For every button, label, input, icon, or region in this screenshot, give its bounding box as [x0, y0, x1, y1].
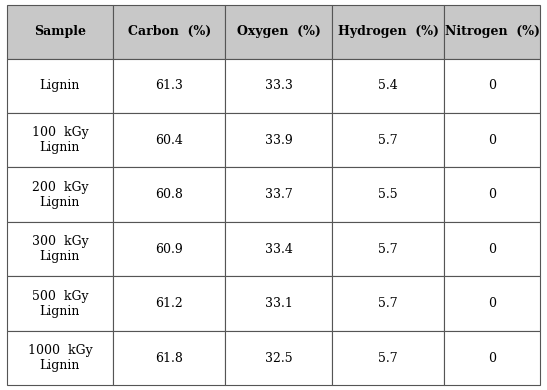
Bar [444, 167, 540, 222]
Bar [332, 277, 444, 331]
Text: 5.7: 5.7 [379, 243, 398, 256]
Text: 61.2: 61.2 [155, 297, 183, 310]
Bar [332, 167, 444, 222]
Bar [332, 331, 444, 385]
Bar [444, 277, 540, 331]
Bar [225, 5, 332, 58]
Bar [444, 222, 540, 277]
Bar [332, 58, 444, 113]
Bar [225, 167, 332, 222]
Text: Sample: Sample [34, 25, 86, 38]
Text: 60.9: 60.9 [155, 243, 183, 256]
Bar [225, 222, 332, 277]
Text: 0: 0 [488, 134, 496, 147]
Bar [225, 113, 332, 167]
Text: 33.7: 33.7 [265, 188, 293, 201]
Text: 60.4: 60.4 [155, 134, 183, 147]
Bar [113, 277, 225, 331]
Text: 5.4: 5.4 [379, 79, 398, 92]
Text: 0: 0 [488, 243, 496, 256]
Bar [113, 5, 225, 58]
Bar [444, 113, 540, 167]
Text: 61.3: 61.3 [155, 79, 183, 92]
Bar [7, 113, 113, 167]
Bar [7, 222, 113, 277]
Bar [444, 331, 540, 385]
Bar [7, 331, 113, 385]
Text: 0: 0 [488, 79, 496, 92]
Bar [113, 167, 225, 222]
Text: Carbon  (%): Carbon (%) [128, 25, 211, 38]
Text: 33.3: 33.3 [265, 79, 293, 92]
Text: 0: 0 [488, 188, 496, 201]
Bar [332, 113, 444, 167]
Text: 33.1: 33.1 [265, 297, 293, 310]
Bar [113, 331, 225, 385]
Bar [7, 58, 113, 113]
Text: 5.7: 5.7 [379, 134, 398, 147]
Text: 5.5: 5.5 [379, 188, 398, 201]
Text: 1000  kGy
Lignin: 1000 kGy Lignin [27, 344, 92, 372]
Text: Hydrogen  (%): Hydrogen (%) [338, 25, 439, 38]
Text: 200  kGy
Lignin: 200 kGy Lignin [32, 181, 88, 209]
Text: 100  kGy
Lignin: 100 kGy Lignin [32, 126, 88, 154]
Bar [7, 5, 113, 58]
Bar [7, 167, 113, 222]
Bar [444, 58, 540, 113]
Text: 61.8: 61.8 [155, 352, 183, 365]
Bar [113, 222, 225, 277]
Bar [225, 58, 332, 113]
Bar [113, 58, 225, 113]
Text: 32.5: 32.5 [265, 352, 293, 365]
Text: Lignin: Lignin [40, 79, 80, 92]
Text: 300  kGy
Lignin: 300 kGy Lignin [32, 235, 88, 263]
Bar [225, 277, 332, 331]
Text: 0: 0 [488, 297, 496, 310]
Bar [332, 5, 444, 58]
Text: 60.8: 60.8 [155, 188, 183, 201]
Text: 33.9: 33.9 [265, 134, 293, 147]
Bar [7, 277, 113, 331]
Bar [225, 331, 332, 385]
Text: 33.4: 33.4 [265, 243, 293, 256]
Text: 0: 0 [488, 352, 496, 365]
Text: 5.7: 5.7 [379, 352, 398, 365]
Text: Nitrogen  (%): Nitrogen (%) [445, 25, 540, 38]
Text: Oxygen  (%): Oxygen (%) [237, 25, 321, 38]
Bar [444, 5, 540, 58]
Bar [332, 222, 444, 277]
Text: 500  kGy
Lignin: 500 kGy Lignin [32, 290, 88, 317]
Text: 5.7: 5.7 [379, 297, 398, 310]
Bar [113, 113, 225, 167]
